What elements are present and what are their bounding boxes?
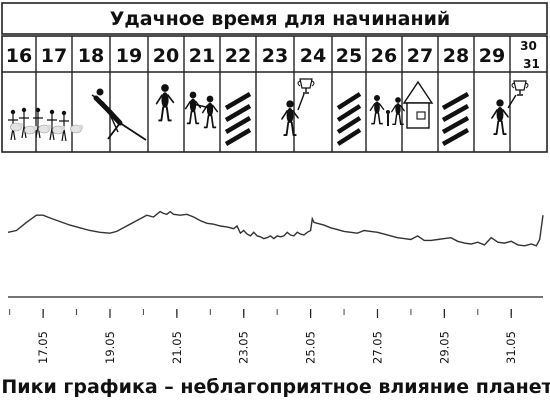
stretching-person-icon xyxy=(91,88,147,141)
x-tick-label: 21.05 xyxy=(170,331,184,364)
day-label-22: 22 xyxy=(225,45,251,67)
x-tick-label: 19.05 xyxy=(103,331,117,364)
x-tick-label: 31.05 xyxy=(504,331,518,364)
person-icon xyxy=(155,84,175,122)
day-label-28: 28 xyxy=(443,45,469,67)
day-columns: 16 17 18 19 20 21 22 23 24 25 26 27 28 29 30 31 xyxy=(6,36,540,152)
family-house-icon xyxy=(369,80,434,129)
x-tick-label: 29.05 xyxy=(437,331,451,364)
x-tick-label: 23.05 xyxy=(237,331,251,364)
day-label-19: 19 xyxy=(116,45,142,67)
x-tick-label: 25.05 xyxy=(304,331,318,364)
influence-line xyxy=(7,210,544,247)
x-tick-label: 17.05 xyxy=(36,331,50,364)
day-label-24: 24 xyxy=(300,45,326,67)
day-label-16: 16 xyxy=(6,45,32,67)
day-label-17: 17 xyxy=(41,45,67,67)
unfavorable-stripes-icon xyxy=(224,92,252,146)
moon-influence-chart: 17.05 19.05 21.05 23.05 25.05 27.05 29.05 31.05 xyxy=(7,210,544,364)
day-strip xyxy=(1,35,548,153)
day-label-25: 25 xyxy=(336,45,362,67)
footer-caption: Пики графика – неблагоприятное влияние п… xyxy=(1,376,550,398)
unfavorable-stripes-icon xyxy=(336,92,362,146)
unfavorable-stripes-icon xyxy=(441,92,470,146)
day-label-29: 29 xyxy=(479,45,505,67)
day-label-27: 27 xyxy=(407,45,433,67)
header-title: Удачное время для начинаний xyxy=(110,8,450,30)
day-label-26: 26 xyxy=(371,45,397,67)
day-label-18: 18 xyxy=(78,45,104,67)
day-label-30: 30 xyxy=(520,39,537,53)
x-axis-ticks: 17.05 19.05 21.05 23.05 25.05 27.05 29.05 31.05 xyxy=(9,309,518,364)
day-label-23: 23 xyxy=(262,45,288,67)
person-with-trophy-icon xyxy=(281,78,315,136)
day-label-21: 21 xyxy=(189,45,215,67)
day-label-31: 31 xyxy=(523,57,540,71)
x-tick-label: 27.05 xyxy=(370,331,384,364)
header-box xyxy=(1,2,548,35)
day-label-20: 20 xyxy=(153,45,179,67)
handshake-icon xyxy=(184,91,219,129)
people-with-sheep-icon xyxy=(8,107,84,142)
person-with-trophy-icon xyxy=(491,80,529,135)
